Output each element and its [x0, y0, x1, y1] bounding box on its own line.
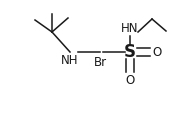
Text: S: S	[124, 43, 136, 61]
Text: Br: Br	[93, 56, 107, 69]
Text: NH: NH	[61, 54, 79, 67]
Text: HN: HN	[121, 22, 139, 35]
Text: O: O	[125, 74, 135, 87]
Text: O: O	[152, 45, 161, 59]
